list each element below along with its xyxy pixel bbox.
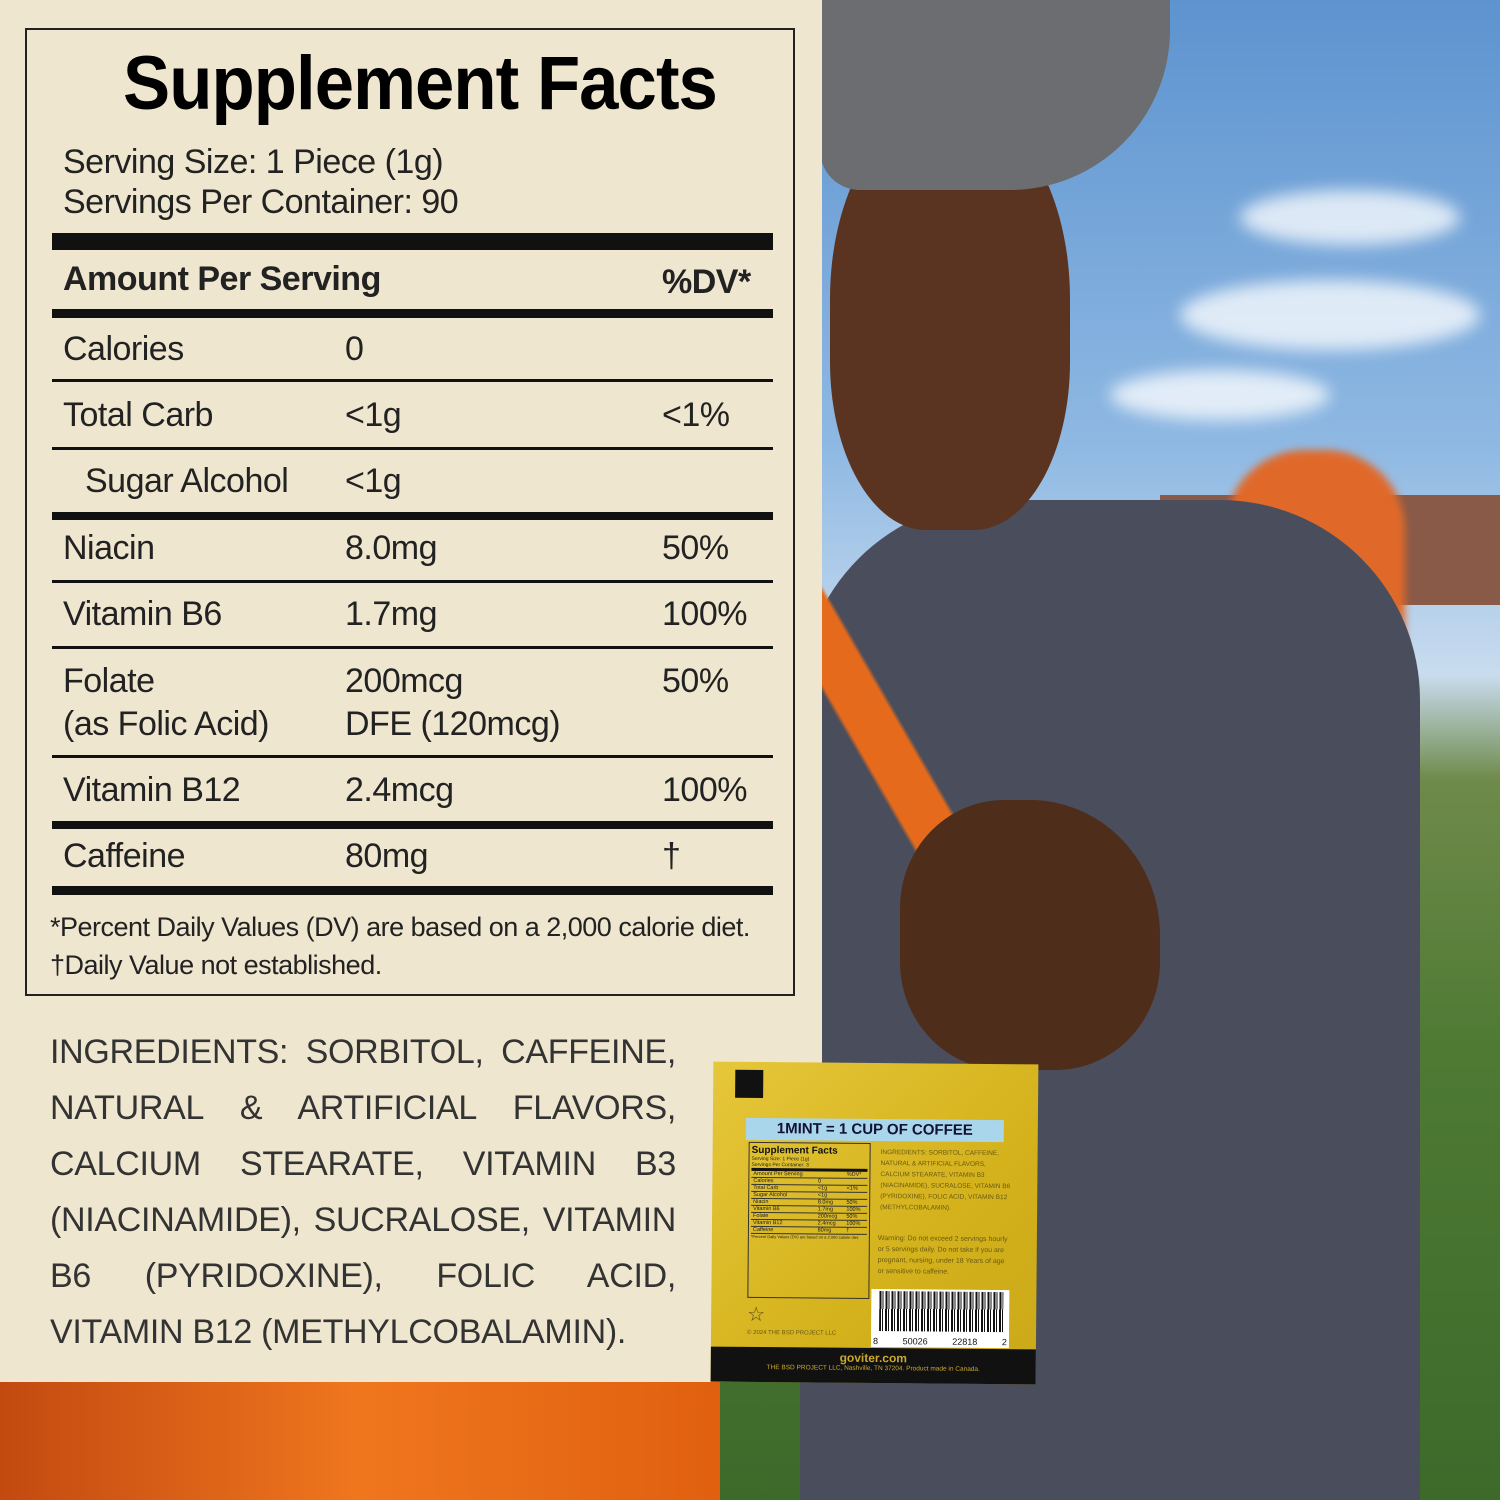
rule [52, 512, 773, 520]
packet-footnote: *Percent Daily Values (DV) are based on … [750, 1233, 860, 1240]
row-name: Caffeine [63, 837, 186, 875]
row-amount: 1.7mg [345, 595, 438, 633]
rule [52, 755, 773, 758]
packet-square [735, 1069, 764, 1099]
product-packet: 1MINT = 1 CUP OF COFFEE Supplement Facts… [710, 1061, 1039, 1385]
row-name: Folate [63, 662, 155, 700]
cell: 50% [844, 1213, 868, 1221]
rule [52, 580, 773, 583]
star-icon: ☆ [747, 1303, 766, 1327]
rule [52, 447, 773, 450]
row-amount: <1g [345, 396, 402, 434]
rule [52, 309, 773, 318]
cell: 8.0mg [815, 1198, 845, 1207]
servings-per-container: Servings Per Container: 90 [63, 183, 459, 221]
packet-headline: 1MINT = 1 CUP OF COFFEE [745, 1117, 1004, 1143]
packet-facts: Supplement Facts Serving Size: 1 Piece (… [747, 1141, 871, 1299]
row-amount: 0 [345, 330, 364, 368]
row-amount: <1g [345, 462, 402, 500]
cell: 100% [844, 1206, 868, 1214]
dv-header: %DV* [662, 263, 751, 301]
footnote-dagger: †Daily Value not established. [50, 950, 382, 980]
cell: 100% [844, 1220, 868, 1228]
cell: Caffeine [750, 1226, 816, 1234]
packet-copyright: © 2024 THE BSD PROJECT LLC [747, 1329, 837, 1337]
cell: 2.4mcg [815, 1219, 845, 1228]
row-name: Niacin [63, 529, 155, 567]
row-dv: <1% [662, 396, 730, 434]
barcode-digit: 22818 [952, 1336, 978, 1347]
facts-title: Supplement Facts [123, 41, 718, 126]
cell: Sugar Alcohol [751, 1191, 816, 1199]
cell: 50% [844, 1199, 868, 1207]
row-dv: 50% [662, 529, 729, 567]
cell: <1% [844, 1185, 868, 1193]
packet-warning: Warning: Do not exceed 2 servings hourly… [877, 1235, 1008, 1276]
row-amount: 80mg [345, 837, 429, 875]
row-amount: 8.0mg [345, 529, 438, 567]
row-dv: † [662, 837, 681, 875]
row-amount: 2.4mcg [345, 771, 454, 809]
row-name: Total Carb [63, 396, 213, 434]
footnote-dv: *Percent Daily Values (DV) are based on … [50, 912, 750, 942]
orange-foreground [0, 1382, 720, 1500]
packet-table: Amount Per Serving %DV* Calories 0 Total C… [750, 1170, 868, 1235]
rule [52, 886, 773, 895]
supplement-facts-box [25, 28, 795, 996]
packet-ingredients: INGREDIENTS: SORBITOL, CAFFEINE, NATURAL… [880, 1149, 1011, 1212]
row-amount: 200mcg [345, 662, 463, 700]
barcode: 8 50026 22818 2 [870, 1288, 1010, 1349]
cap [820, 0, 1170, 190]
ingredients-text: INGREDIENTS: SORBITOL, CAFFEINE, NATURAL… [50, 1033, 676, 1351]
rule [52, 821, 773, 829]
thick-rule [52, 233, 773, 250]
hand [900, 800, 1160, 1070]
cell: 80mg [815, 1226, 845, 1235]
row-dv: 50% [662, 662, 729, 700]
cell: † [844, 1227, 867, 1235]
row-name-sub: (as Folic Acid) [63, 705, 270, 743]
row-dv: 100% [662, 771, 747, 809]
packet-bottom-band: goviter.com THE BSD PROJECT LLC, Nashvil… [710, 1346, 1036, 1385]
rule [52, 379, 773, 382]
packet-address: THE BSD PROJECT LLC, Nashville, TN 37204… [766, 1364, 980, 1373]
supplement-panel [0, 0, 822, 1382]
amount-header: Amount Per Serving [63, 260, 381, 298]
barcode-digit: 8 [872, 1335, 879, 1347]
barcode-digit: 50026 [902, 1336, 928, 1347]
serving-size: Serving Size: 1 Piece (1g) [63, 143, 444, 181]
row-amount-sub: DFE (120mcg) [345, 705, 561, 743]
rule [52, 646, 773, 649]
row-dv: 100% [662, 595, 747, 633]
row-name: Sugar Alcohol [85, 462, 289, 500]
cell: 1.7mg [815, 1205, 845, 1214]
barcode-digit: 2 [1001, 1337, 1007, 1348]
row-name: Calories [63, 330, 184, 368]
row-name: Vitamin B6 [63, 595, 222, 633]
row-name: Vitamin B12 [63, 771, 241, 809]
cell: 200mcg [815, 1212, 845, 1221]
